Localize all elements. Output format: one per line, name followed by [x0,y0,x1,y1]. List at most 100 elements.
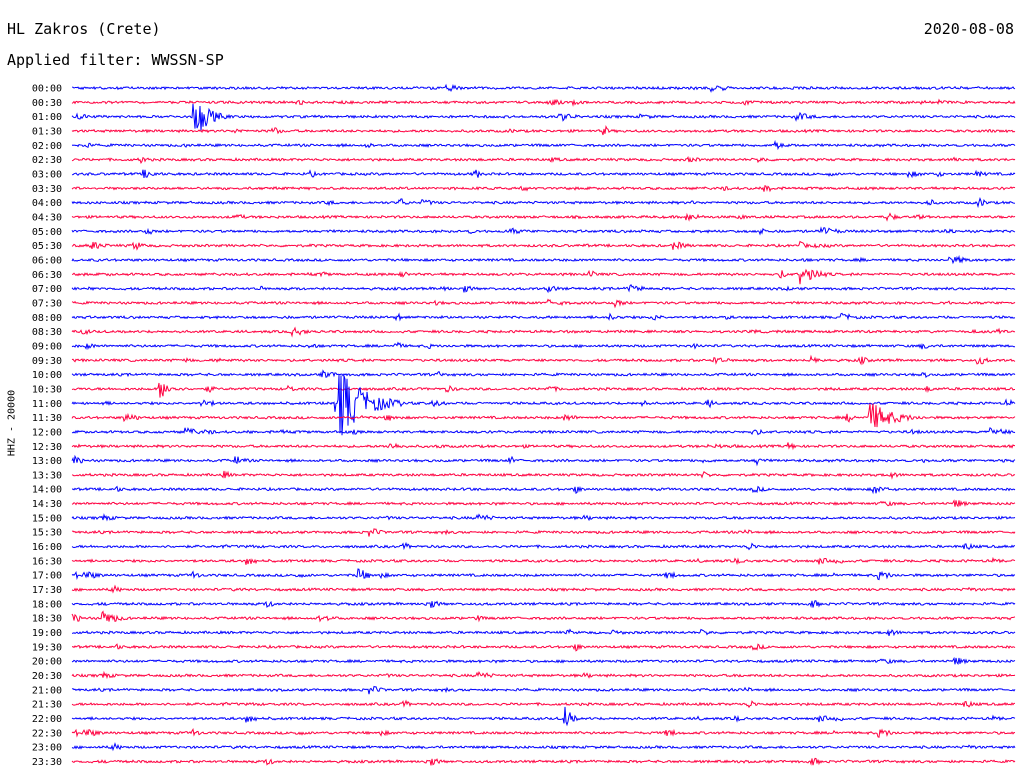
trace-row [71,125,1016,136]
row-time-label: 18:00 [32,599,62,610]
row-time-label: 20:00 [32,657,62,668]
row-time-label: 01:30 [32,126,62,137]
row-time-label: 14:00 [32,485,62,496]
trace-row [71,610,1016,623]
row-time-label: 17:00 [32,571,62,582]
trace-row [71,83,1016,93]
trace-row [71,284,1016,294]
trace-row [71,685,1016,695]
row-time-label: 00:00 [32,84,62,95]
trace-row [71,485,1016,495]
trace-row [71,499,1016,508]
row-time-label: 13:30 [32,470,62,481]
trace-row [71,706,1016,727]
date-label: 2020-08-08 [923,20,1014,38]
row-time-label: 11:00 [32,399,62,410]
trace-row [71,374,1016,436]
row-time-label: 18:30 [32,614,62,625]
row-time-label: 23:30 [32,757,62,768]
trace-row [71,454,1016,467]
row-time-label: 17:30 [32,585,62,596]
trace-row [71,298,1016,309]
row-time-label: 20:30 [32,671,62,682]
row-time-label: 10:00 [32,370,62,381]
row-time-label: 21:30 [32,700,62,711]
trace-row [71,139,1016,151]
row-time-label: 04:00 [32,198,62,209]
trace-row [71,240,1016,251]
row-time-label: 13:00 [32,456,62,467]
trace-row [71,600,1016,609]
row-time-label: 15:00 [32,513,62,524]
row-time-label: 23:00 [32,743,62,754]
row-time-label: 14:30 [32,499,62,510]
trace-row [71,103,1016,132]
row-time-label: 06:00 [32,255,62,266]
row-time-label: 22:30 [32,728,62,739]
station-title: HL Zakros (Crete) [7,20,161,38]
trace-row [71,326,1016,338]
row-time-label: 11:30 [32,413,62,424]
trace-row [71,254,1016,265]
row-time-label: 03:30 [32,184,62,195]
row-time-label: 12:00 [32,427,62,438]
row-time-label: 02:00 [32,141,62,152]
row-time-label: 09:00 [32,341,62,352]
row-time-label: 15:30 [32,528,62,539]
row-time-label: 07:00 [32,284,62,295]
trace-row [71,212,1016,222]
row-time-label: 16:00 [32,542,62,553]
trace-row [71,354,1016,366]
row-time-label: 05:00 [32,227,62,238]
row-time-label: 09:30 [32,356,62,367]
trace-row [71,169,1016,179]
trace-row [71,528,1016,537]
row-time-label: 07:30 [32,298,62,309]
row-time-label: 00:30 [32,98,62,109]
trace-row [71,513,1016,522]
trace-row [71,757,1016,766]
trace-row [71,728,1016,738]
row-time-label: 10:30 [32,384,62,395]
row-time-label: 21:00 [32,685,62,696]
trace-row [71,568,1016,581]
filter-label: Applied filter: WWSSN-SP [7,51,224,69]
trace-row [71,470,1016,480]
row-time-label: 08:30 [32,327,62,338]
trace-row [71,427,1016,436]
trace-row [71,369,1016,379]
trace-row [71,742,1016,752]
row-time-label: 04:30 [32,212,62,223]
row-time-label: 02:30 [32,155,62,166]
trace-row [71,197,1016,209]
row-time-label: 16:30 [32,556,62,567]
trace-row [71,403,1016,428]
trace-row [71,341,1016,351]
row-time-label: 22:00 [32,714,62,725]
row-time-label: 06:30 [32,270,62,281]
row-time-label: 19:00 [32,628,62,639]
trace-row [71,699,1016,709]
trace-row [71,382,1016,398]
trace-row [71,268,1016,285]
trace-row [71,670,1016,680]
row-time-label: 08:00 [32,313,62,324]
row-time-label: 03:00 [32,169,62,180]
trace-row [71,556,1016,566]
row-time-label: 19:30 [32,642,62,653]
trace-row [71,643,1016,652]
trace-row [71,312,1016,322]
row-time-label: 05:30 [32,241,62,252]
trace-row [71,155,1016,165]
trace-row [71,541,1016,551]
row-time-label: 01:00 [32,112,62,123]
trace-row [71,98,1016,107]
trace-row [71,584,1016,594]
trace-row [71,226,1016,236]
row-time-label: 12:30 [32,442,62,453]
trace-row [71,442,1016,451]
trace-row [71,656,1016,666]
trace-row [71,628,1016,637]
trace-row [71,184,1016,193]
